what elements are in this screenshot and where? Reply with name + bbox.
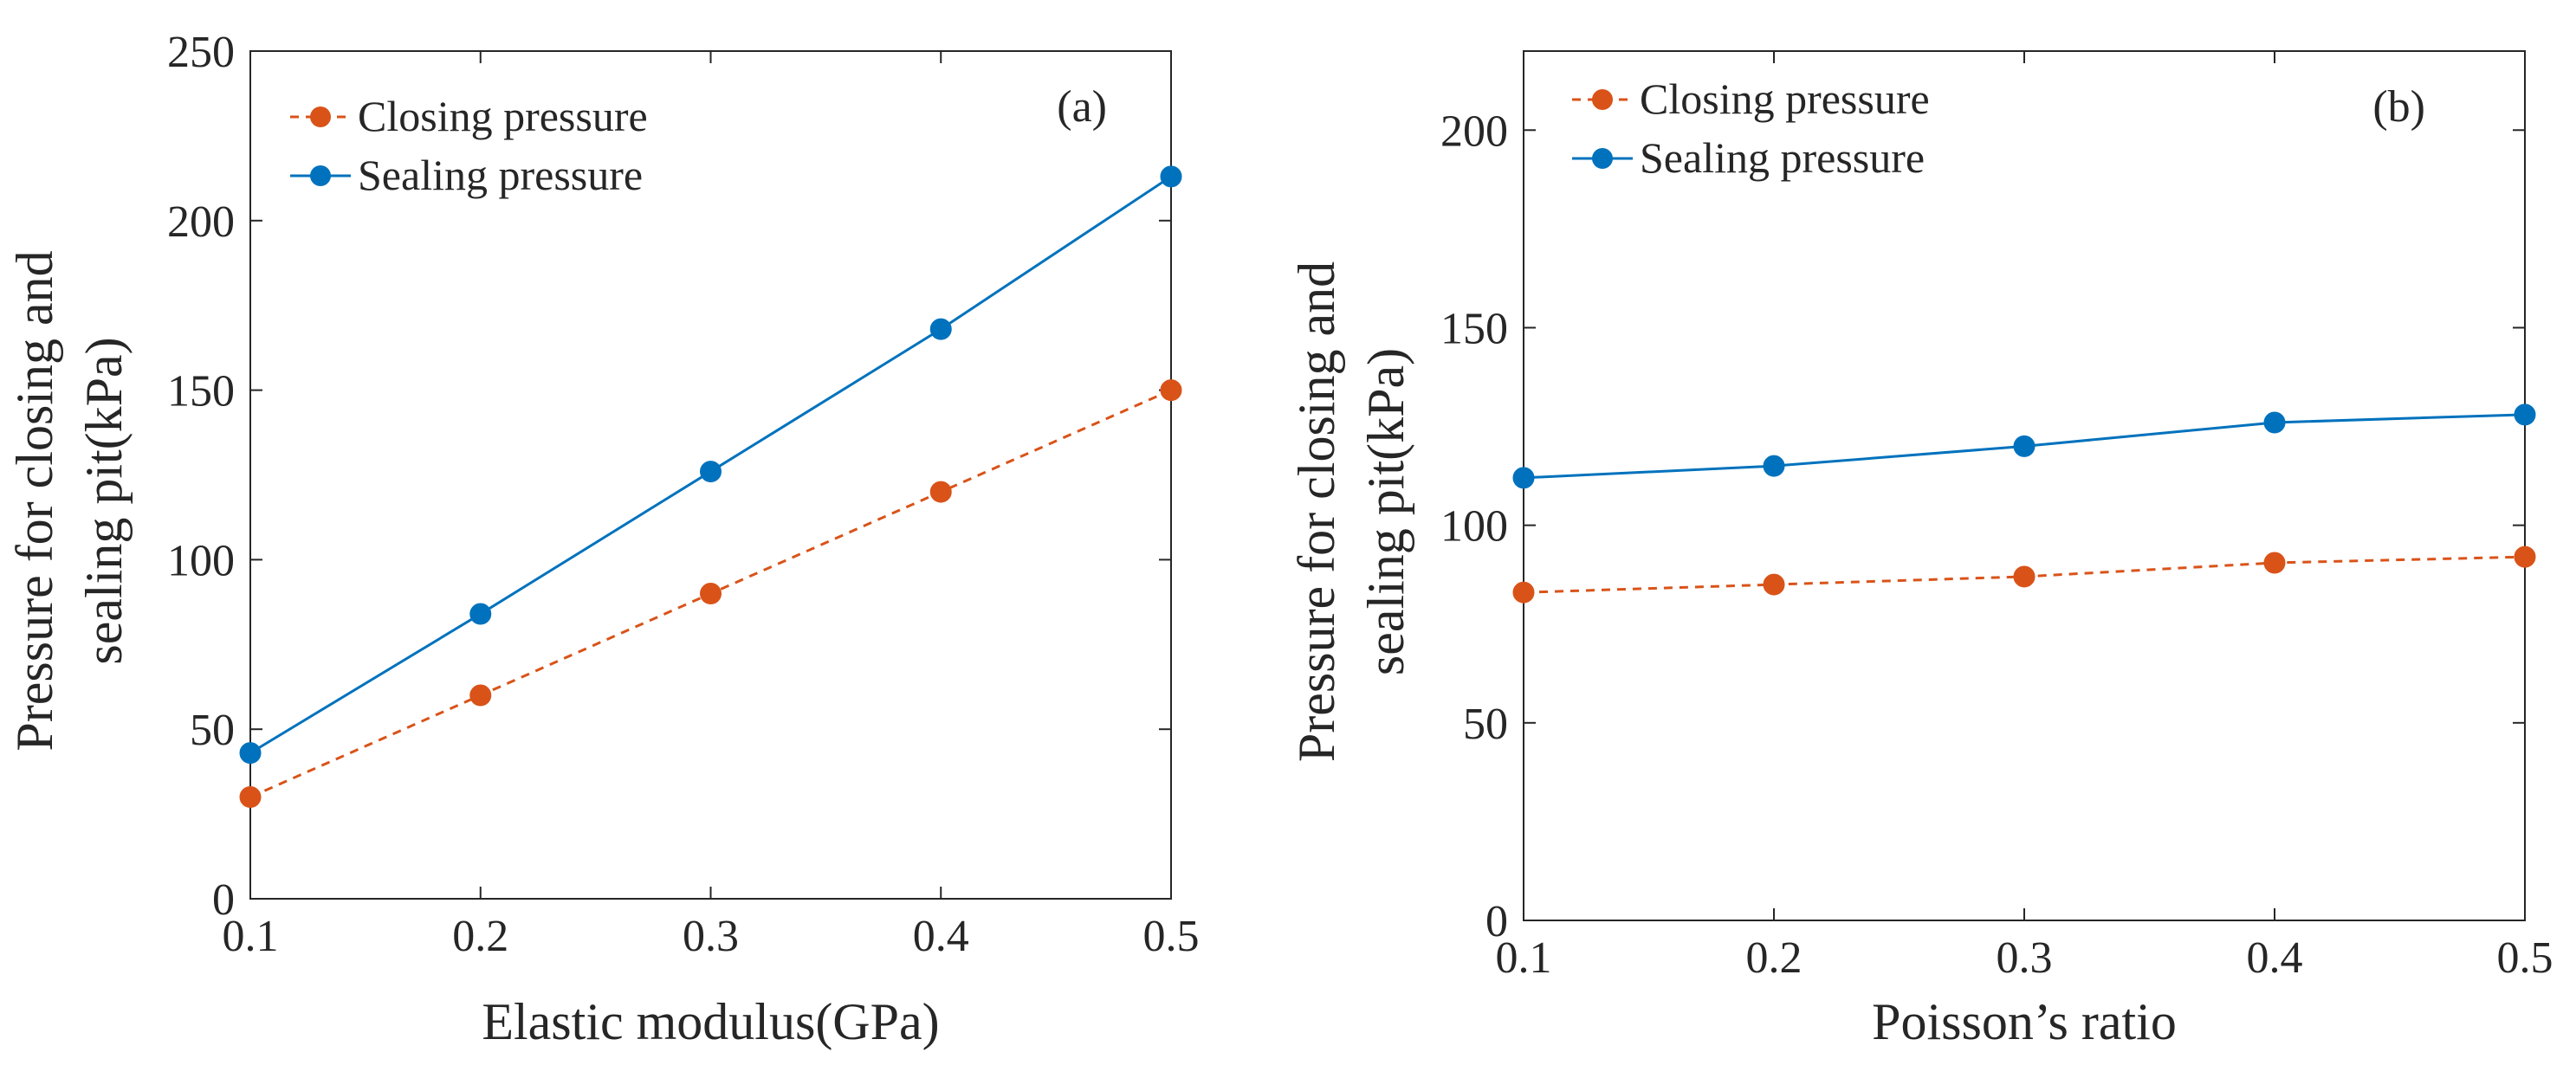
x-tick-label: 0.3 (683, 912, 739, 961)
y-tick-label: 200 (1440, 107, 1508, 156)
chart-panel-b: 0.1 0.2 0.3 0.4 0.5 0 50 100 150 200 Closing press… (1288, 50, 2553, 1050)
data-point-sealing (1763, 455, 1785, 477)
y-tick-label: 50 (190, 706, 235, 755)
legend-label: Closing pressure (1640, 74, 1930, 123)
data-point-closing (1763, 573, 1785, 596)
data-point-sealing (469, 603, 492, 625)
legend-label: Closing pressure (358, 92, 648, 140)
panel-label: (a) (1057, 82, 1107, 132)
data-point-closing (700, 583, 722, 605)
y-axis-label-line2: sealing pit(kPa) (75, 337, 133, 664)
y-tick-label: 150 (167, 367, 235, 416)
data-point-closing (1160, 379, 1182, 402)
y-tick-label: 50 (1463, 700, 1508, 749)
legend-marker (1592, 89, 1613, 110)
data-point-sealing (1512, 467, 1535, 489)
x-tick-label: 0.5 (1143, 912, 1200, 961)
legend-marker (310, 107, 331, 127)
y-axis-label-line1: Pressure for closing and (1288, 261, 1345, 762)
data-point-closing (2263, 552, 2286, 574)
chart-panel-a: 0.1 0.2 0.3 0.4 0.5 0 50 100 150 200 250 Closing pr… (6, 28, 1200, 1050)
x-tick-label: 0.1 (223, 912, 279, 961)
x-tick-label: 0.4 (2247, 933, 2303, 983)
x-tick-label: 0.1 (1496, 933, 1552, 983)
data-point-sealing (1160, 165, 1182, 188)
data-point-closing (239, 786, 262, 809)
x-tick-label: 0.3 (1997, 933, 2053, 983)
panel-label: (b) (2372, 82, 2425, 132)
y-axis-label-line1: Pressure for closing and (6, 250, 63, 751)
legend-marker (1592, 148, 1613, 169)
y-tick-label: 100 (167, 536, 235, 585)
data-point-closing (2514, 545, 2536, 568)
x-tick-label: 0.2 (452, 912, 508, 961)
x-axis-label: Poisson’s ratio (1872, 993, 2177, 1050)
y-tick-label: 250 (167, 28, 235, 77)
y-tick-label: 0 (212, 875, 235, 925)
data-point-sealing (2013, 435, 2036, 457)
data-point-closing (1512, 581, 1535, 604)
y-tick-label: 100 (1440, 502, 1508, 552)
y-tick-label: 150 (1440, 304, 1508, 353)
x-axis-label: Elastic modulus(GPa) (482, 993, 939, 1050)
y-tick-label: 0 (1485, 897, 1508, 946)
data-point-closing (2013, 565, 2036, 588)
x-tick-label: 0.4 (913, 912, 969, 961)
data-point-closing (929, 481, 952, 503)
x-tick-label: 0.5 (2497, 933, 2553, 983)
data-point-sealing (2263, 411, 2286, 434)
data-point-sealing (929, 318, 952, 340)
y-axis-label-line2: sealing pit(kPa) (1357, 348, 1414, 675)
data-point-sealing (2514, 403, 2536, 426)
x-tick-label: 0.2 (1746, 933, 1803, 983)
legend-marker (310, 165, 331, 186)
data-point-sealing (700, 461, 722, 483)
y-tick-label: 200 (167, 197, 235, 247)
legend-label: Sealing pressure (358, 151, 643, 199)
legend-label: Sealing pressure (1640, 133, 1925, 182)
data-point-closing (469, 684, 492, 707)
data-point-sealing (239, 742, 262, 765)
